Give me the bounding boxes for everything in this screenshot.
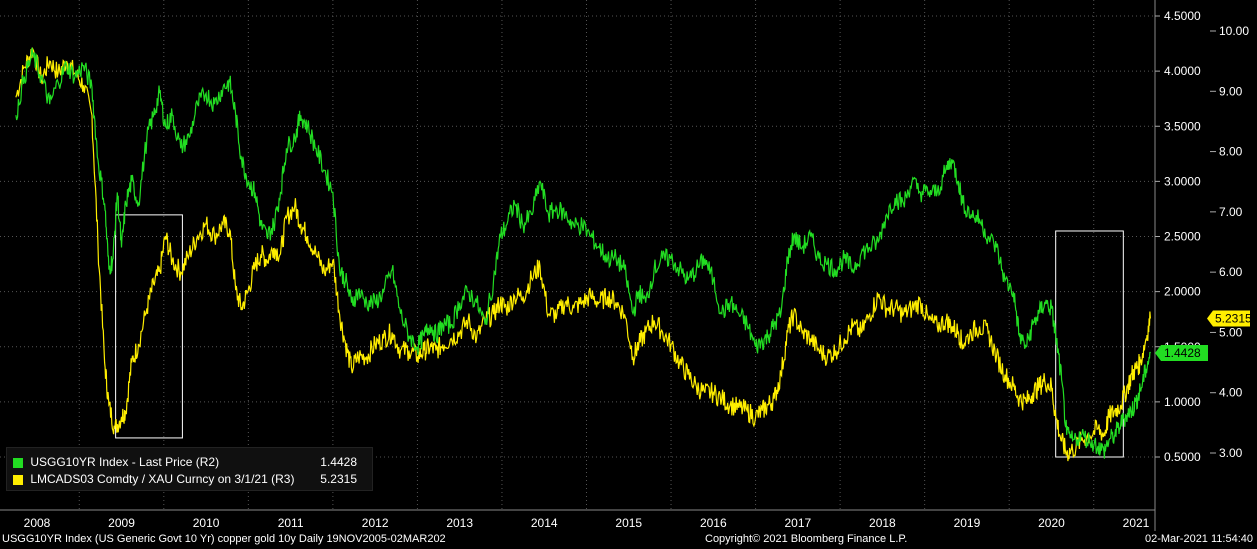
x-tick-label: 2018 [869,516,896,530]
x-tick-label: 2015 [615,516,642,530]
x-tick-label: 2010 [193,516,220,530]
series-line-copper-gold [15,46,1151,462]
legend-item-copper-gold: LMCADS03 Comdty / XAU Curncy on 3/1/21 (… [13,472,365,488]
legend-swatch-yellow [13,474,23,485]
x-tick-label: 2016 [700,516,727,530]
legend-value: 1.4428 [320,455,357,469]
series-line-us10y [15,47,1151,459]
legend-label: LMCADS03 Comdty / XAU Curncy on 3/1/21 (… [30,472,295,486]
r3-tick-label: 6.00 [1219,265,1243,279]
x-tick-label: 2013 [446,516,473,530]
x-tick-label: 2014 [531,516,558,530]
r3-tick-label: 5.00 [1219,325,1243,339]
x-tick-label: 2009 [108,516,135,530]
r3-tick-label: 7.00 [1219,205,1243,219]
series-lines [15,46,1151,462]
highlight-box [115,214,183,439]
r3-tick-label: 10.00 [1219,24,1249,38]
legend-value: 5.2315 [320,472,357,486]
x-tick-label: 2020 [1038,516,1065,530]
r3-tick-label: 9.00 [1219,84,1243,98]
gridlines [0,0,1155,510]
footer-left: USGG10YR Index (US Generic Govt 10 Yr) c… [2,533,446,545]
r2-tick-label: 2.0000 [1164,285,1201,299]
r3-tick-label: 4.00 [1219,386,1243,400]
footer-copyright: Copyright© 2021 Bloomberg Finance L.P. [705,533,908,545]
x-tick-label: 2012 [362,516,389,530]
r2-tick-label: 3.5000 [1164,119,1201,133]
highlight-boxes [115,214,1124,458]
last-value-label-us10y: 1.4428 [1164,346,1201,360]
r2-tick-label: 3.0000 [1164,174,1201,188]
legend-item-us10y: USGG10YR Index - Last Price (R2) 1.4428 [13,455,365,471]
r2-tick-label: 4.0000 [1164,64,1201,78]
r3-tick-label: 3.00 [1219,446,1243,460]
footer: USGG10YR Index (US Generic Govt 10 Yr) c… [0,531,1257,549]
r2-tick-label: 4.5000 [1164,9,1201,23]
r3-tick-label: 8.00 [1219,145,1243,159]
x-tick-label: 2017 [784,516,811,530]
x-tick-label: 2008 [24,516,51,530]
r2-tick-label: 0.5000 [1164,450,1201,464]
chart: 2008 2009 2010 2011 2012 2013 2014 2015 2016 2017… [0,0,1252,531]
r2-tick-label: 2.5000 [1164,230,1201,244]
x-tick-label: 2019 [954,516,981,530]
last-value-tag-us10y [1155,345,1208,362]
legend-swatch-green [13,457,23,468]
x-tick-label: 2011 [278,516,304,530]
legend-label: USGG10YR Index - Last Price (R2) [30,455,220,469]
last-value-label-copper-gold: 5.2315 [1215,311,1252,325]
last-value-tag-copper-gold [1207,310,1250,327]
legend: USGG10YR Index - Last Price (R2) 1.4428 … [6,447,373,491]
r2-tick-label: 1.0000 [1164,395,1201,409]
x-tick-label: 2021 [1123,516,1150,530]
axes: 2008 2009 2010 2011 2012 2013 2014 2015 2016 2017… [0,0,1252,531]
footer-timestamp: 02-Mar-2021 11:54:40 [1144,533,1253,545]
